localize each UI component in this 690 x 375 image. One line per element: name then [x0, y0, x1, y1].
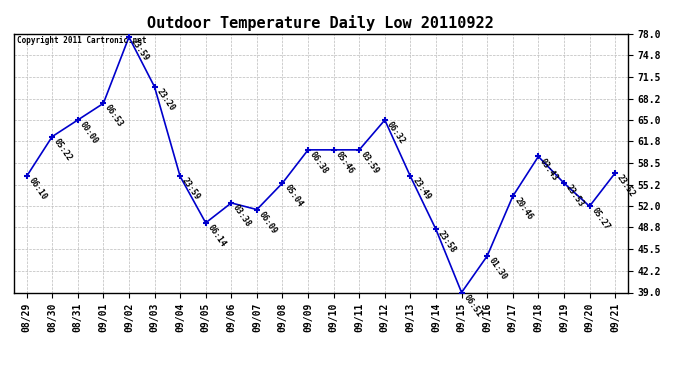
Text: 23:52: 23:52 [615, 173, 637, 199]
Text: 06:51: 06:51 [462, 292, 483, 318]
Text: Copyright 2011 Cartronic.net: Copyright 2011 Cartronic.net [17, 36, 146, 45]
Text: 03:38: 03:38 [231, 203, 253, 229]
Text: 20:46: 20:46 [513, 196, 535, 222]
Text: 23:53: 23:53 [564, 183, 586, 209]
Text: 06:09: 06:09 [257, 210, 279, 235]
Text: 06:53: 06:53 [104, 104, 125, 129]
Text: 05:46: 05:46 [334, 150, 355, 176]
Text: 01:30: 01:30 [487, 256, 509, 282]
Text: 23:49: 23:49 [411, 176, 432, 202]
Text: 23:20: 23:20 [155, 87, 176, 112]
Title: Outdoor Temperature Daily Low 20110922: Outdoor Temperature Daily Low 20110922 [148, 15, 494, 31]
Text: 05:04: 05:04 [282, 183, 304, 209]
Text: 06:32: 06:32 [385, 120, 406, 146]
Text: 23:59: 23:59 [180, 176, 202, 202]
Text: 23:59: 23:59 [129, 37, 150, 63]
Text: 06:10: 06:10 [27, 176, 48, 202]
Text: 05:22: 05:22 [52, 136, 74, 162]
Text: 03:43: 03:43 [538, 156, 560, 182]
Text: 06:38: 06:38 [308, 150, 330, 176]
Text: 23:58: 23:58 [436, 230, 457, 255]
Text: 05:27: 05:27 [589, 206, 611, 232]
Text: 03:59: 03:59 [359, 150, 381, 176]
Text: 06:14: 06:14 [206, 223, 228, 249]
Text: 00:00: 00:00 [78, 120, 99, 146]
